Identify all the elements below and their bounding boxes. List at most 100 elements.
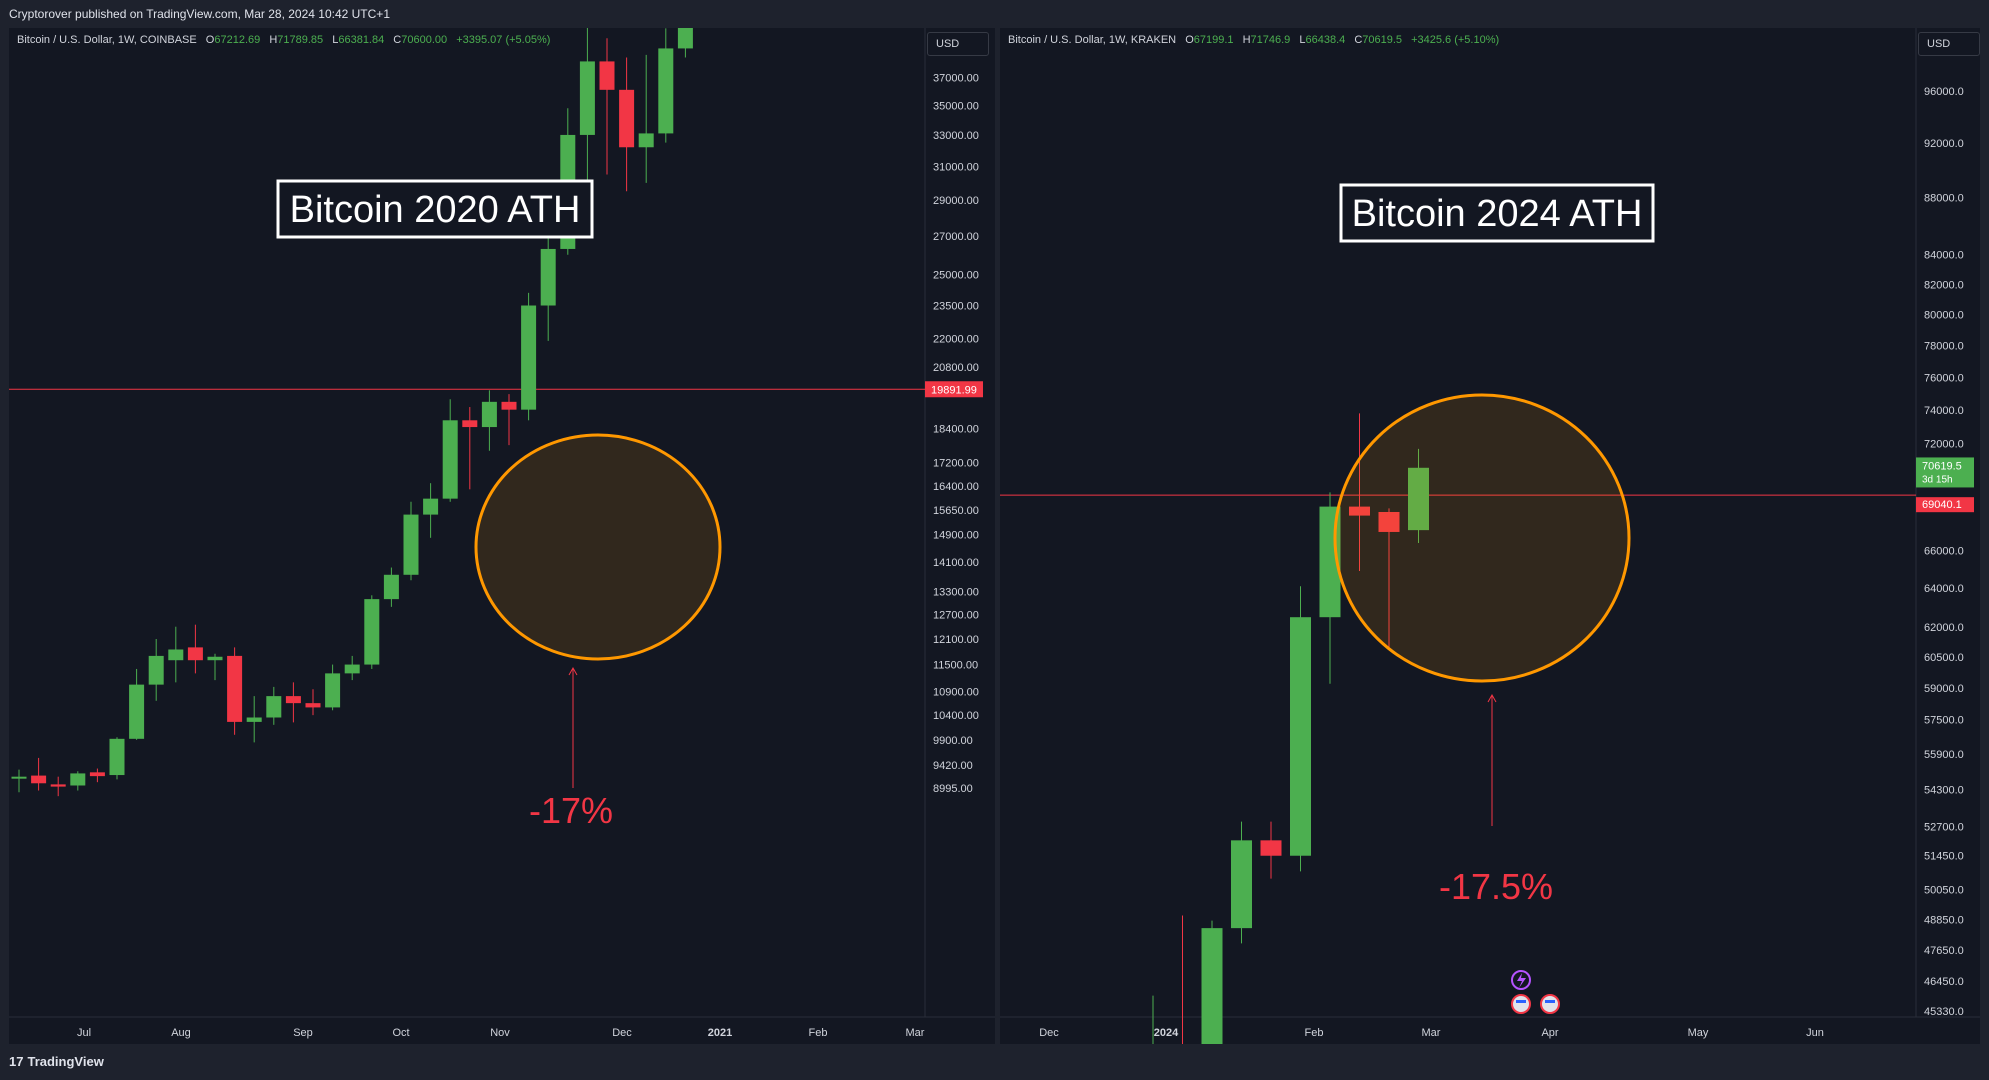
right-open: 67199.1 — [1193, 34, 1234, 46]
candle-body — [540, 248, 556, 306]
event-lightning-icon[interactable] — [1511, 970, 1531, 990]
economic-event-flag-icon[interactable] — [1511, 994, 1531, 1014]
candle-body — [423, 498, 439, 515]
candle-body — [266, 696, 282, 718]
drop-percent-label: -17.5% — [1439, 866, 1553, 907]
price-tick-label: 35000.00 — [933, 100, 979, 112]
right-symbol: Bitcoin / U.S. Dollar, 1W, KRAKEN — [1008, 34, 1177, 46]
candle-body — [521, 305, 537, 410]
price-tick-label: 84000.0 — [1924, 250, 1964, 262]
candle — [1290, 586, 1311, 872]
candle-body — [442, 420, 458, 499]
price-tick-label: 45330.0 — [1924, 1006, 1964, 1018]
left-high: 71789.85 — [277, 34, 324, 46]
candle-body — [462, 420, 478, 428]
right-chart-canvas[interactable]: 96000.0 92000.0 88000.0 84000.0 82000.0 80000… — [1000, 28, 1980, 1044]
time-tick-label: Apr — [1541, 1027, 1558, 1039]
tradingview-logo[interactable]: 17 TradingView — [9, 1054, 104, 1069]
candle — [305, 689, 321, 716]
candle — [89, 768, 105, 783]
candle-body — [1349, 506, 1370, 516]
time-tick-label: 2021 — [708, 1027, 732, 1039]
candle — [325, 664, 341, 711]
price-tick-label: 48850.0 — [1924, 914, 1964, 926]
price-tick-label: 82000.0 — [1924, 279, 1964, 291]
price-tick-label: 64000.0 — [1924, 583, 1964, 595]
candle — [383, 567, 399, 607]
candle — [187, 624, 203, 674]
chart-title: Bitcoin 2020 ATH — [290, 189, 581, 231]
candle — [1201, 920, 1223, 1044]
chart-title: Bitcoin 2024 ATH — [1352, 193, 1643, 235]
candle-body — [1231, 840, 1252, 929]
current-price-tag-label: 19891.99 — [931, 384, 977, 396]
price-tick-label: 17200.00 — [933, 457, 979, 469]
price-tick-label: 14100.00 — [933, 557, 979, 569]
candle — [579, 28, 595, 213]
price-tick-label: 9900.00 — [933, 735, 973, 747]
economic-event-flag-icon[interactable] — [1540, 994, 1560, 1014]
left-chart-panel[interactable]: 39000.0037000.0035000.0033000.0031000.00… — [9, 28, 995, 1044]
candle — [1152, 995, 1154, 1044]
candle — [364, 595, 380, 669]
right-chart-panel[interactable]: 96000.0 92000.0 88000.0 84000.0 82000.0 80000… — [1000, 28, 1980, 1044]
price-tick-label: 60500.0 — [1924, 652, 1964, 664]
price-tick-label: 46450.0 — [1924, 976, 1964, 988]
price-tick-label: 11500.00 — [933, 660, 978, 672]
level-price-tag — [1916, 497, 1974, 513]
flag-stripe-icon — [1545, 1000, 1555, 1003]
candle — [1231, 821, 1252, 944]
price-tick-label: 47650.0 — [1924, 945, 1964, 957]
candle-body — [11, 776, 27, 779]
left-currency-button[interactable]: USD — [927, 32, 989, 56]
highlight-circle — [1333, 393, 1631, 683]
time-tick-label: Aug — [171, 1027, 191, 1039]
candle — [70, 771, 86, 791]
footer-bar: 17 TradingView — [0, 1044, 1989, 1080]
candle — [677, 28, 693, 58]
candle — [344, 655, 360, 681]
candle — [501, 394, 517, 446]
price-tick-label: 31000.00 — [933, 161, 979, 173]
arrow-head — [568, 666, 578, 676]
right-change: +3425.6 (+5.10%) — [1411, 34, 1500, 46]
candle-body — [227, 655, 243, 722]
time-tick-label: Feb — [809, 1027, 828, 1039]
right-symbol-header: Bitcoin / U.S. Dollar, 1W, KRAKEN O67199… — [1008, 34, 1500, 46]
price-tick-label: 15650.00 — [933, 505, 979, 517]
candle-body — [1378, 511, 1400, 532]
candle-body — [638, 133, 654, 148]
price-tick-label: 37000.00 — [933, 72, 979, 84]
candle-body — [658, 48, 674, 134]
price-tick-label: 12700.00 — [933, 610, 979, 622]
price-tick-label: 78000.0 — [1924, 341, 1964, 353]
price-tick-label: 23500.00 — [933, 301, 979, 313]
candle — [31, 757, 47, 791]
current-price-tag-label: 70619.5 — [1922, 460, 1962, 472]
candle-body — [599, 61, 615, 90]
time-tick-label: Dec — [1039, 1027, 1059, 1039]
candle — [148, 639, 164, 701]
candle — [403, 501, 419, 581]
candle-body — [129, 684, 145, 739]
price-tick-label: 80000.0 — [1924, 310, 1964, 322]
time-tick-label: Jul — [77, 1027, 91, 1039]
time-tick-label: Jun — [1806, 1027, 1824, 1039]
candle-body — [109, 738, 125, 776]
price-tick-label: 57500.0 — [1924, 714, 1964, 726]
candle-countdown-label: 3d 15h — [1922, 474, 1953, 485]
current-price-tag — [925, 381, 983, 398]
price-tick-label: 13300.00 — [933, 587, 979, 599]
left-chart-canvas[interactable]: 39000.0037000.0035000.0033000.0031000.00… — [9, 28, 995, 1044]
candle-body — [619, 89, 635, 148]
candle-body — [89, 772, 105, 777]
left-change: +3395.07 (+5.05%) — [456, 34, 551, 46]
price-tick-label: 72000.0 — [1924, 439, 1964, 451]
highlight-circle — [474, 433, 722, 661]
time-tick-label: 2024 — [1154, 1027, 1179, 1039]
candle-body — [677, 28, 693, 49]
right-currency-button[interactable]: USD — [1918, 32, 1980, 56]
candle — [266, 686, 282, 725]
price-tick-label: 18400.00 — [933, 423, 979, 435]
candle-body — [31, 775, 47, 784]
